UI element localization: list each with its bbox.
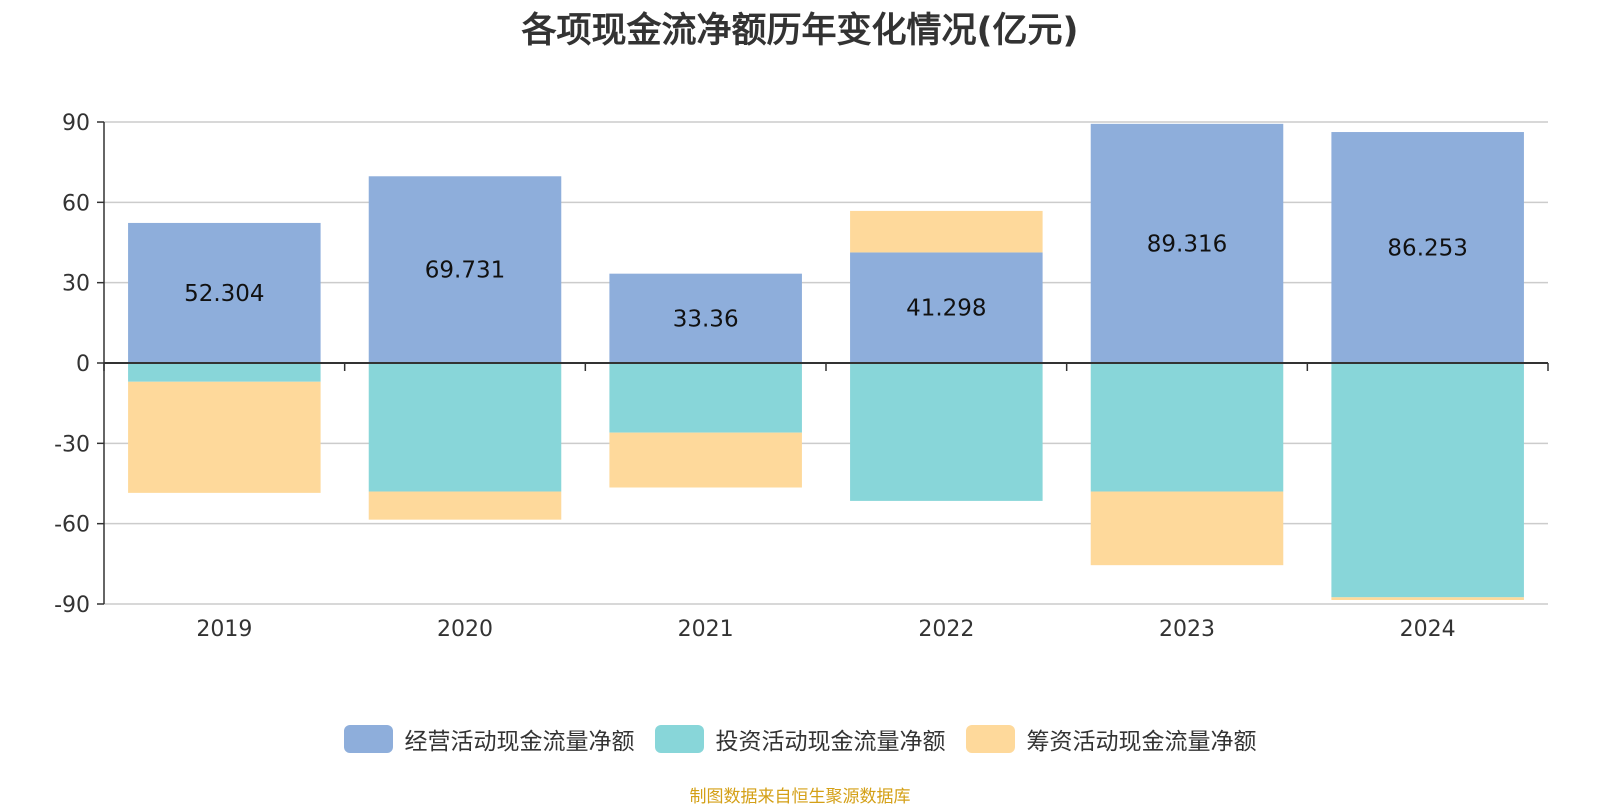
bar-2021-series-3 — [609, 432, 802, 488]
data-label: 86.253 — [1387, 236, 1467, 262]
bar-2023-series-3 — [1090, 491, 1284, 566]
bar-2019-series-1 — [128, 222, 321, 363]
x-tick-label: 2021 — [678, 617, 734, 642]
bar-2020-series-2 — [368, 363, 562, 492]
legend-item[interactable]: 经营活动现金流量净额 — [343, 722, 635, 756]
bar-2024-series-1 — [1331, 132, 1524, 363]
legend-swatch — [343, 725, 393, 753]
y-tick-label: 30 — [62, 272, 90, 297]
legend: 经营活动现金流量净额 投资活动现金流量净额 筹资活动现金流量净额 — [0, 722, 1600, 756]
legend-item[interactable]: 投资活动现金流量净额 — [654, 722, 946, 756]
legend-label: 投资活动现金流量净额 — [715, 729, 946, 755]
bar-2022-series-3 — [850, 210, 1043, 253]
y-tick-label: -60 — [54, 513, 90, 538]
bar-2024-series-2 — [1331, 363, 1524, 598]
data-label: 52.304 — [184, 281, 264, 307]
legend-swatch — [965, 725, 1015, 753]
x-tick-label: 2020 — [437, 617, 493, 642]
bar-2019-series-3 — [128, 381, 321, 493]
bar-2023-series-2 — [1090, 363, 1284, 492]
x-tick-label: 2019 — [196, 617, 252, 642]
bar-2019-series-2 — [128, 363, 321, 382]
bar-2022-series-1 — [850, 252, 1043, 363]
chart-title: 各项现金流净额历年变化情况(亿元) — [521, 11, 1079, 51]
y-tick-label: -30 — [54, 432, 90, 457]
y-tick-label: 90 — [62, 111, 90, 136]
chart-svg: 90 60 30 0 -30 -60 -90 2019 2020 2021 2022 2023 2024… — [54, 111, 1549, 642]
x-tick-label: 2024 — [1400, 617, 1456, 642]
legend-swatch — [654, 725, 704, 753]
bar-2024-series-3 — [1331, 597, 1524, 600]
data-label: 41.298 — [906, 296, 986, 322]
data-label: 69.731 — [425, 258, 505, 284]
bar-2020-series-3 — [368, 491, 562, 520]
legend-item[interactable]: 筹资活动现金流量净额 — [965, 722, 1257, 756]
data-label: 33.36 — [673, 306, 739, 332]
y-tick-label: 0 — [76, 352, 90, 377]
data-label: 89.316 — [1147, 231, 1227, 257]
x-tick-label: 2023 — [1159, 617, 1215, 642]
bar-2021-series-1 — [609, 273, 802, 363]
y-tick-label: 60 — [62, 191, 90, 216]
bar-2023-series-1 — [1090, 123, 1284, 363]
bar-2020-series-1 — [368, 176, 562, 363]
source-note: 制图数据来自恒生聚源数据库 — [689, 787, 911, 807]
y-tick-label: -90 — [54, 593, 90, 618]
bar-2022-series-2 — [850, 363, 1043, 501]
legend-label: 经营活动现金流量净额 — [404, 729, 635, 755]
legend-label: 筹资活动现金流量净额 — [1026, 729, 1257, 755]
bar-2021-series-2 — [609, 363, 802, 433]
x-tick-label: 2022 — [918, 617, 974, 642]
